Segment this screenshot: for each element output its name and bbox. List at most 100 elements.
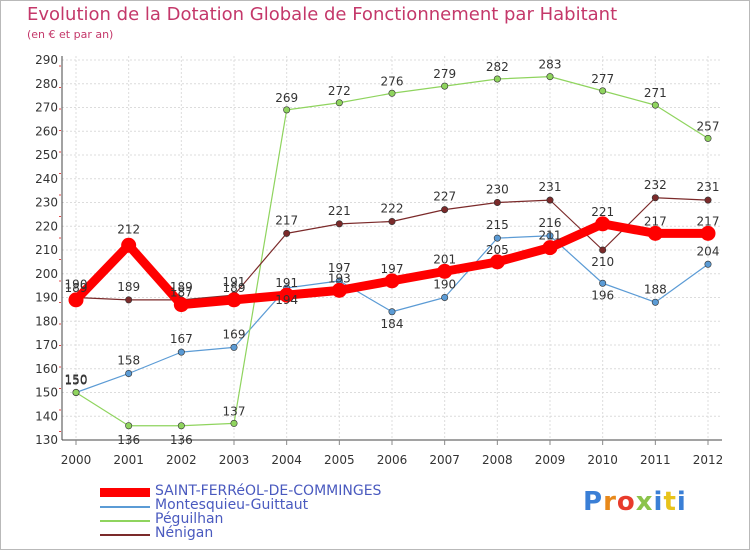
data-label: 196 bbox=[591, 288, 614, 302]
series-point-2 bbox=[599, 87, 607, 95]
x-tick-label: 2011 bbox=[640, 453, 671, 467]
series-point-0 bbox=[595, 216, 611, 232]
series-point-0 bbox=[384, 273, 400, 289]
x-tick-label: 2005 bbox=[324, 453, 355, 467]
data-label: 169 bbox=[223, 327, 246, 341]
data-label: 276 bbox=[381, 74, 404, 88]
chart-title: Evolution de la Dotation Globale de Fonc… bbox=[27, 4, 618, 25]
series-point-2 bbox=[651, 101, 659, 109]
series-point-3 bbox=[441, 206, 449, 214]
data-label: 190 bbox=[65, 278, 88, 292]
data-label: 184 bbox=[381, 317, 404, 331]
legend-swatch bbox=[100, 506, 150, 508]
data-label: 272 bbox=[328, 84, 351, 98]
series-point-3 bbox=[388, 218, 396, 226]
logo-letter: o bbox=[616, 487, 636, 517]
data-label: 193 bbox=[328, 271, 351, 285]
data-label: 190 bbox=[433, 278, 456, 292]
data-label: 189 bbox=[223, 281, 246, 295]
series-point-0 bbox=[68, 292, 84, 308]
legend-swatch bbox=[100, 520, 150, 522]
data-label: 136 bbox=[117, 433, 140, 447]
logo-letter: t bbox=[663, 487, 677, 517]
y-tick-label: 150 bbox=[35, 386, 58, 400]
series-point-3 bbox=[704, 196, 712, 204]
data-label: 217 bbox=[697, 214, 720, 228]
legend-label: Nénigan bbox=[155, 525, 214, 541]
legend-swatch bbox=[100, 534, 150, 536]
series-point-1 bbox=[388, 308, 396, 316]
data-label: 191 bbox=[223, 275, 246, 289]
data-label: 136 bbox=[170, 433, 193, 447]
y-tick-label: 240 bbox=[35, 172, 58, 186]
series-point-2 bbox=[125, 422, 133, 430]
series-point-3 bbox=[125, 296, 133, 304]
series-point-2 bbox=[493, 75, 501, 83]
series-point-3 bbox=[283, 229, 291, 237]
series-point-2 bbox=[388, 89, 396, 97]
series-point-2 bbox=[441, 82, 449, 90]
series-point-1 bbox=[546, 232, 554, 240]
y-tick-label: 270 bbox=[35, 101, 58, 115]
x-tick-label: 2007 bbox=[429, 453, 460, 467]
y-tick-label: 210 bbox=[35, 243, 58, 257]
x-tick-label: 2006 bbox=[377, 453, 408, 467]
data-label: 212 bbox=[117, 222, 140, 236]
logo-letter: x bbox=[635, 487, 654, 517]
series-point-0 bbox=[437, 263, 453, 279]
data-label: 232 bbox=[644, 178, 667, 192]
legend-label: Péguilhan bbox=[155, 511, 224, 527]
chart-subtitle: (en € et par an) bbox=[27, 28, 114, 41]
y-tick-label: 140 bbox=[35, 409, 58, 423]
data-label: 158 bbox=[117, 354, 140, 368]
y-tick-label: 180 bbox=[35, 314, 58, 328]
data-label: 282 bbox=[486, 60, 509, 74]
data-label: 277 bbox=[591, 72, 614, 86]
logo-letter: i bbox=[676, 487, 687, 517]
data-label: 227 bbox=[433, 190, 456, 204]
x-tick-label: 2009 bbox=[535, 453, 566, 467]
y-tick-label: 250 bbox=[35, 148, 58, 162]
logo-letter: r bbox=[603, 487, 617, 517]
series-point-2 bbox=[230, 419, 238, 427]
y-tick-label: 130 bbox=[35, 433, 58, 447]
y-tick-label: 160 bbox=[35, 362, 58, 376]
series-point-3 bbox=[335, 220, 343, 228]
series-point-0 bbox=[542, 240, 558, 256]
series-point-1 bbox=[230, 343, 238, 351]
data-label: 221 bbox=[591, 205, 614, 219]
data-label: 205 bbox=[486, 243, 509, 257]
data-label: 210 bbox=[591, 255, 614, 269]
proxiti-logo: Proxiti bbox=[583, 487, 687, 517]
series-point-0 bbox=[489, 254, 505, 270]
data-label: 187 bbox=[170, 286, 193, 300]
series-point-0 bbox=[226, 292, 242, 308]
series-point-1 bbox=[441, 293, 449, 301]
data-label: 150 bbox=[65, 374, 88, 388]
series-point-0 bbox=[121, 237, 137, 253]
x-tick-label: 2010 bbox=[587, 453, 618, 467]
series-point-1 bbox=[493, 234, 501, 242]
series-point-1 bbox=[177, 348, 185, 356]
series-point-1 bbox=[599, 279, 607, 287]
x-tick-label: 2003 bbox=[219, 453, 250, 467]
data-label: 191 bbox=[275, 276, 298, 290]
x-tick-label: 2000 bbox=[61, 453, 92, 467]
data-label: 197 bbox=[328, 261, 351, 275]
series-point-3 bbox=[599, 246, 607, 254]
logo-letter: P bbox=[583, 487, 604, 517]
series-point-0 bbox=[279, 287, 295, 303]
series-point-1 bbox=[651, 298, 659, 306]
data-label: 204 bbox=[697, 244, 720, 258]
series-point-2 bbox=[72, 388, 80, 396]
data-label: 201 bbox=[433, 252, 456, 266]
y-tick-label: 290 bbox=[35, 53, 58, 67]
series-point-2 bbox=[335, 99, 343, 107]
series-point-2 bbox=[283, 106, 291, 114]
series-point-3 bbox=[546, 196, 554, 204]
series-point-0 bbox=[700, 225, 716, 241]
y-tick-label: 170 bbox=[35, 338, 58, 352]
data-label: 221 bbox=[328, 204, 351, 218]
series-point-1 bbox=[125, 369, 133, 377]
data-label: 150 bbox=[65, 373, 88, 387]
